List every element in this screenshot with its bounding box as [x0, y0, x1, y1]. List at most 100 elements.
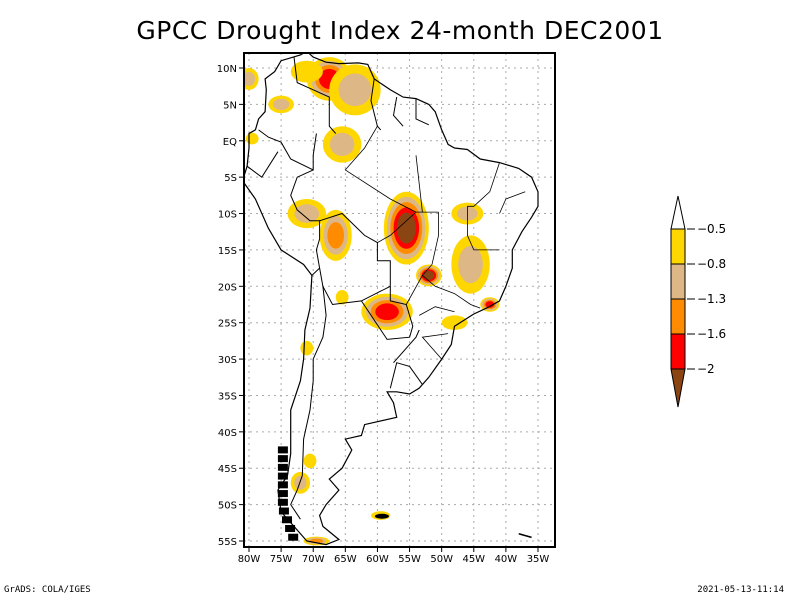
- country-border: [360, 286, 414, 340]
- lon-tick-label: 35W: [527, 554, 550, 565]
- drought-level-2: [294, 475, 307, 490]
- legend-label: −0.5: [697, 222, 726, 236]
- legend-box: [670, 333, 686, 370]
- drought-area-chile-north: [300, 340, 314, 356]
- grads-credit: GrADS: COLA/IGES: [4, 585, 91, 595]
- drought-level-4: [485, 301, 495, 308]
- legend-box: [670, 263, 686, 300]
- lat-tick-label: 20S: [218, 282, 237, 293]
- legend-box: [670, 228, 686, 265]
- lon-tick-label: 55W: [398, 554, 421, 565]
- drought-area-mato-grosso: [383, 191, 429, 265]
- chile-fjords: [277, 455, 288, 463]
- drought-level-1: [335, 289, 349, 305]
- drought-level-1: [300, 340, 314, 356]
- drought-level-1: [290, 60, 323, 83]
- lat-tick-label: 5S: [224, 173, 237, 184]
- legend-label: −1.6: [697, 327, 726, 341]
- state-border: [377, 211, 439, 243]
- lat-tick-label: 30S: [218, 355, 237, 366]
- drought-area-minas-gerais: [451, 235, 490, 294]
- drought-level-4: [375, 303, 399, 321]
- country-border: [293, 57, 337, 134]
- state-border: [419, 306, 455, 316]
- chile-fjords: [277, 481, 288, 489]
- chile-fjords: [285, 524, 296, 532]
- chile-fjords: [277, 498, 288, 506]
- legend-label: −2: [697, 362, 715, 376]
- country-border: [319, 212, 391, 306]
- chile-fjords: [277, 446, 288, 454]
- plot-frame: [243, 52, 556, 548]
- legend-bottom-arrow: [670, 368, 686, 408]
- country-border: [415, 98, 430, 126]
- country-border: [393, 329, 420, 364]
- drought-area-amazon-north: [322, 126, 362, 163]
- drought-level-1: [245, 132, 259, 145]
- legend-label: −0.8: [697, 257, 726, 271]
- drought-level-1: [303, 453, 317, 469]
- lat-tick-label: EQ: [223, 137, 237, 148]
- state-border: [454, 293, 481, 309]
- lat-tick-label: 55S: [218, 537, 237, 548]
- longitude-axis: 80W 75W 70W 65W 60W 55W 50W 45W 40W 35W: [238, 547, 550, 565]
- state-border: [467, 162, 500, 207]
- drought-area-goias-south: [415, 264, 442, 287]
- drought-level-2: [458, 245, 483, 284]
- country-border: [290, 169, 321, 276]
- lon-tick-label: 80W: [238, 554, 261, 565]
- lon-tick-label: 40W: [495, 554, 518, 565]
- country-border: [290, 286, 327, 520]
- country-border: [389, 362, 423, 389]
- drought-area-patagonia-south: [290, 471, 311, 494]
- state-border: [421, 333, 449, 360]
- lat-tick-label: 15S: [218, 246, 237, 257]
- state-border: [344, 125, 417, 213]
- drought-area-argentina-central: [335, 289, 349, 305]
- map-title: GPCC Drought Index 24-month DEC2001: [136, 16, 664, 45]
- lat-tick-label: 50S: [218, 501, 237, 512]
- lat-tick-label: 35S: [218, 391, 237, 402]
- state-border: [421, 212, 455, 294]
- drought-level-1: [441, 315, 468, 330]
- lon-tick-label: 70W: [302, 554, 325, 565]
- country-border: [258, 129, 317, 171]
- legend-label: −1.3: [697, 292, 726, 306]
- drought-level-5: [423, 270, 435, 281]
- drought-level-3: [327, 222, 345, 249]
- lon-tick-label: 45W: [462, 554, 485, 565]
- drought-level-2: [329, 132, 355, 157]
- drought-area-venezuela-guyana: [329, 64, 381, 116]
- lat-tick-label: 5N: [223, 100, 237, 111]
- chile-fjords: [278, 507, 289, 515]
- chile-fjords: [282, 516, 293, 524]
- drought-area-ecuador: [245, 132, 259, 145]
- state-border: [467, 206, 500, 251]
- state-border: [405, 275, 423, 305]
- legend-top-arrow: [670, 195, 686, 230]
- drought-fills: [244, 57, 500, 546]
- drought-level-2: [272, 98, 290, 110]
- drought-level-5: [396, 212, 416, 244]
- lon-tick-label: 75W: [270, 554, 293, 565]
- country-border: [246, 151, 279, 178]
- continent-outline: [244, 53, 539, 546]
- lon-tick-label: 65W: [334, 554, 357, 565]
- lon-tick-label: 50W: [430, 554, 453, 565]
- state-border: [499, 191, 526, 214]
- lon-tick-label: 60W: [366, 554, 389, 565]
- color-legend: −0.5 −0.8 −1.3 −1.6 −2: [670, 195, 726, 408]
- lat-tick-label: 10N: [217, 64, 237, 75]
- falkland-islands: [374, 513, 389, 519]
- state-border: [415, 155, 423, 213]
- country-border: [392, 97, 404, 127]
- drought-area-tierra-del-fuego: [303, 536, 330, 546]
- lat-tick-label: 25S: [218, 319, 237, 330]
- chile-fjords: [288, 533, 299, 541]
- drought-area-parana: [441, 315, 468, 330]
- south-georgia: [518, 533, 532, 539]
- timestamp: 2021-05-13-11:14: [697, 585, 784, 595]
- legend-box: [670, 298, 686, 335]
- drought-area-peru-brazil-border: [287, 198, 327, 229]
